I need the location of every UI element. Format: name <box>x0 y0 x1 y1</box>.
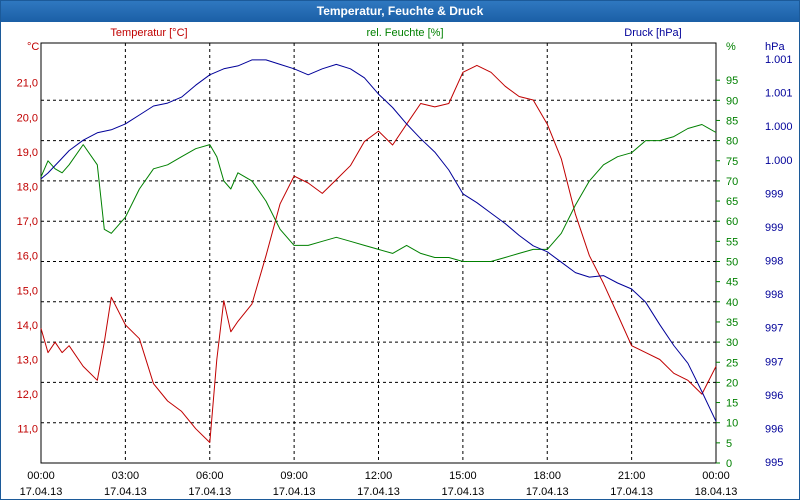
temperature-tick-label: 15,0 <box>17 285 38 297</box>
pressure-tick-label: 1.000 <box>765 155 793 167</box>
temperature-tick-label: 14,0 <box>17 320 38 332</box>
x-tick-time: 21:00 <box>618 470 646 482</box>
pressure-tick-label: 996 <box>765 390 783 402</box>
pressure-series-line <box>40 59 717 422</box>
pressure-tick-label: 997 <box>765 323 783 335</box>
humidity-tick-label: 55 <box>726 236 738 248</box>
humidity-tick-label: 65 <box>726 196 738 208</box>
humidity-tick-label: 0 <box>726 458 732 470</box>
humidity-tick-label: 20 <box>726 377 738 389</box>
x-tick-labels: 00:00 17.04.13 03:00 17.04.13 06:00 17.04.13 0… <box>20 470 738 498</box>
series-layer <box>40 59 717 443</box>
x-tick-time: 18:00 <box>533 470 561 482</box>
humidity-tick-label: 40 <box>726 297 738 309</box>
humidity-tick-label: 85 <box>726 115 738 127</box>
pressure-tick-label: 996 <box>765 423 783 435</box>
temperature-tick-label: 13,0 <box>17 355 38 367</box>
x-tick-date: 17.04.13 <box>357 486 400 498</box>
temperature-tick-labels: 11,0 12,0 13,0 14,0 15,0 16,0 17,0 18,0 19,0 20,0… <box>17 78 38 436</box>
humidity-tick-label: 15 <box>726 398 738 410</box>
humidity-tick-label: 30 <box>726 337 738 349</box>
pressure-unit-label: hPa <box>765 41 785 53</box>
x-tick-time: 03:00 <box>112 470 140 482</box>
humidity-tick-labels: 0 5 10 15 20 25 30 35 40 45 50 55 60 65 70 75 80 85 90 95 <box>716 75 738 470</box>
pressure-tick-label: 998 <box>765 289 783 301</box>
x-tick-date: 17.04.13 <box>610 486 653 498</box>
humidity-tick-label: 45 <box>726 277 738 289</box>
x-tick-time: 00:00 <box>702 470 730 482</box>
pressure-tick-label: 998 <box>765 256 783 268</box>
temperature-tick-label: 11,0 <box>17 424 38 436</box>
humidity-tick-label: 70 <box>726 176 738 188</box>
temperature-tick-label: 21,0 <box>17 78 38 90</box>
x-tick-time: 12:00 <box>365 470 393 482</box>
temperature-tick-label: 12,0 <box>17 389 38 401</box>
pressure-tick-label: 999 <box>765 188 783 200</box>
humidity-tick-label: 60 <box>726 216 738 228</box>
x-tick-date: 17.04.13 <box>20 486 63 498</box>
pressure-tick-label: 999 <box>765 222 783 234</box>
temperature-tick-label: 17,0 <box>17 216 38 228</box>
pressure-tick-label: 1.001 <box>765 88 793 100</box>
humidity-tick-label: 50 <box>726 257 738 269</box>
x-tick-time: 06:00 <box>196 470 224 482</box>
humidity-tick-label: 25 <box>726 357 738 369</box>
x-tick-date: 17.04.13 <box>273 486 316 498</box>
humidity-tick-label: 5 <box>726 438 732 450</box>
temperature-tick-label: 19,0 <box>17 147 38 159</box>
x-tick-time: 00:00 <box>27 470 55 482</box>
x-tick-time: 09:00 <box>280 470 308 482</box>
humidity-series-line <box>40 124 717 262</box>
humidity-tick-label: 35 <box>726 317 738 329</box>
x-tick-date: 18.04.13 <box>695 486 738 498</box>
humidity-tick-label: 80 <box>726 136 738 148</box>
pressure-tick-label: 995 <box>765 457 783 469</box>
temperature-tick-label: 16,0 <box>17 251 38 263</box>
x-tick-date: 17.04.13 <box>441 486 484 498</box>
pressure-tick-labels: 995 996 996 997 997 998 998 999 999 1.000 1.000 1.0… <box>765 54 793 469</box>
title-bar: Temperatur, Feuchte & Druck <box>1 1 799 22</box>
grid-lines <box>41 43 716 463</box>
humidity-tick-label: 10 <box>726 418 738 430</box>
temperature-axis-title: Temperatur [°C] <box>110 27 187 39</box>
humidity-unit-label: % <box>726 41 736 53</box>
pressure-tick-label: 1.001 <box>765 54 793 66</box>
x-tick-date: 17.04.13 <box>104 486 147 498</box>
temperature-unit-label: °C <box>27 41 39 53</box>
humidity-tick-label: 75 <box>726 156 738 168</box>
temperature-series-line <box>40 64 717 443</box>
x-tick-time: 15:00 <box>449 470 477 482</box>
x-tick-date: 17.04.13 <box>188 486 231 498</box>
temperature-tick-label: 20,0 <box>17 112 38 124</box>
pressure-tick-label: 1.000 <box>765 121 793 133</box>
humidity-tick-label: 95 <box>726 75 738 87</box>
x-tick-date: 17.04.13 <box>526 486 569 498</box>
pressure-axis-title: Druck [hPa] <box>624 27 681 39</box>
temperature-tick-label: 18,0 <box>17 182 38 194</box>
humidity-tick-label: 90 <box>726 95 738 107</box>
humidity-axis-title: rel. Feuchte [%] <box>366 27 443 39</box>
pressure-tick-label: 997 <box>765 356 783 368</box>
